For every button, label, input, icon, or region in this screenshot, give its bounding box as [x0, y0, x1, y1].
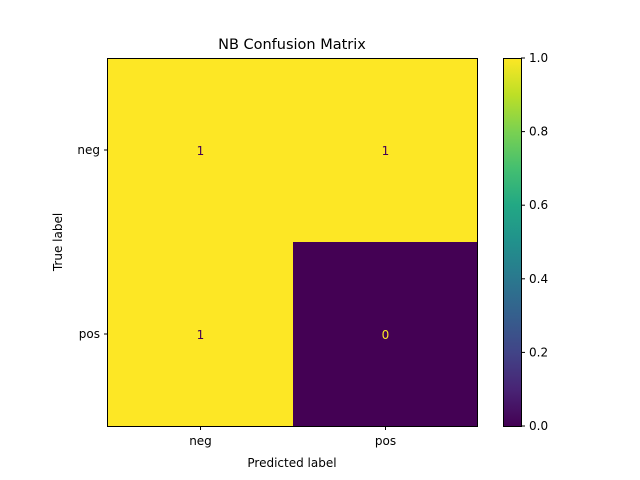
colorbar-tick-label: 0.6: [529, 198, 548, 212]
x-tick-label: neg: [189, 434, 212, 448]
colorbar-tick-label: 0.8: [529, 125, 548, 139]
colorbar-gradient: [503, 58, 521, 426]
heatmap-cell: [293, 58, 478, 242]
x-tick-label: pos: [375, 434, 396, 448]
cell-value-label: 1: [382, 144, 390, 158]
x-axis: neg pos: [189, 426, 396, 448]
colorbar-frame: [503, 58, 522, 427]
colorbar-tick-label: 0.2: [529, 345, 548, 359]
heatmap-cell: [108, 242, 293, 426]
colorbar-tick-label: 0.4: [529, 272, 548, 286]
colorbar-ticks: 0.0 0.2 0.4 0.6 0.8 1.0: [521, 51, 548, 433]
heatmap-cell: [293, 242, 478, 426]
colorbar-tick-label: 0.0: [529, 419, 548, 433]
y-axis-label: True label: [51, 213, 65, 272]
cell-value-label: 1: [197, 328, 205, 342]
chart-title: NB Confusion Matrix: [218, 37, 366, 53]
y-axis: neg pos: [77, 143, 108, 341]
colorbar: 0.0 0.2 0.4 0.6 0.8 1.0: [503, 51, 548, 433]
x-axis-label: Predicted label: [247, 456, 336, 470]
cell-value-label: 1: [197, 144, 205, 158]
colorbar-tick-label: 1.0: [529, 51, 548, 65]
cell-value-label: 0: [382, 328, 390, 342]
plot-frame: [107, 58, 478, 427]
heatmap-cells: 1 1 1 0: [108, 58, 478, 426]
heatmap-cell: [108, 58, 293, 242]
y-tick-label: pos: [79, 327, 100, 341]
y-tick-label: neg: [77, 143, 100, 157]
